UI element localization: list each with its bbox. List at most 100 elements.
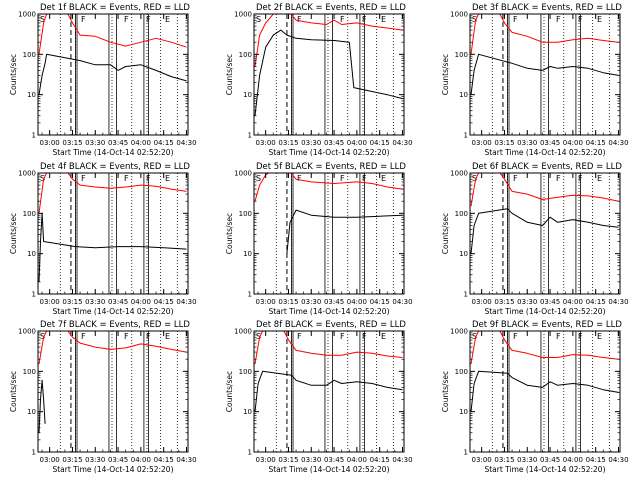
chart-title: Det 3f BLACK = Events, RED = LLD	[472, 3, 622, 13]
lld-trace	[254, 331, 403, 365]
plot-frame	[37, 13, 189, 136]
y-tick-label: 1000	[450, 170, 468, 178]
x-tick-label: 04:00	[563, 139, 583, 147]
segment-label: E	[381, 174, 386, 183]
x-tick-label: 04:15	[586, 456, 606, 464]
x-tick-label: 04:15	[370, 139, 390, 147]
x-tick-label: 04:15	[370, 456, 390, 464]
y-tick-label: 1	[464, 132, 468, 140]
y-tick-label: 1000	[18, 170, 36, 178]
segment-label: F	[146, 332, 151, 341]
x-tick-label: 03:00	[472, 298, 492, 306]
events-trace	[254, 370, 403, 412]
x-tick-label: 03:45	[324, 298, 344, 306]
y-tick-label: 1000	[450, 328, 468, 336]
x-tick-label: 03:00	[256, 298, 276, 306]
y-tick-label: 1	[248, 132, 252, 140]
marker-lines	[59, 173, 178, 294]
segment-label: F	[578, 332, 583, 341]
segment-label: F	[556, 15, 561, 24]
y-axis-label: Counts/sec	[225, 54, 234, 95]
lld-trace	[470, 173, 619, 207]
segment-label: F	[146, 174, 151, 183]
plot-frame	[37, 330, 189, 453]
chart-panel: Det 2f BLACK = Events, RED = LLD S F F F E 1 10…	[225, 3, 413, 157]
segment-label: F	[340, 332, 345, 341]
x-tick-label: 03:45	[108, 456, 128, 464]
plot-frame	[469, 330, 621, 453]
segment-label: F	[146, 15, 151, 24]
y-tick-label: 100	[455, 368, 468, 376]
chart-title: Det 1f BLACK = Events, RED = LLD	[40, 3, 190, 13]
marker-lines	[491, 14, 610, 135]
x-tick-label: 03:15	[494, 139, 514, 147]
chart-panel: Det 7f BLACK = Events, RED = LLD S F F F E 1 10…	[9, 320, 197, 474]
x-tick-label: 04:30	[608, 298, 628, 306]
segment-label: F	[297, 15, 302, 24]
segment-label: F	[340, 15, 345, 24]
segment-label: S	[40, 332, 45, 341]
y-tick-label: 1	[464, 449, 468, 457]
y-axis-label: Counts/sec	[9, 213, 18, 254]
marker-lines	[59, 14, 178, 135]
segment-label: S	[256, 332, 261, 341]
chart-panel: Det 8f BLACK = Events, RED = LLD S F F F E 1 10…	[225, 320, 413, 474]
segment-label: F	[362, 15, 367, 24]
x-tick-label: 03:15	[278, 139, 298, 147]
y-axis-label: Counts/sec	[225, 213, 234, 254]
x-tick-label: 04:30	[176, 139, 196, 147]
y-tick-label: 1000	[18, 11, 36, 19]
lld-trace	[470, 14, 619, 55]
x-tick-label: 03:30	[301, 456, 321, 464]
y-tick-label: 1	[248, 449, 252, 457]
y-tick-label: 100	[239, 368, 252, 376]
marker-lines	[59, 331, 178, 452]
segment-label: E	[597, 332, 602, 341]
events-trace	[470, 370, 619, 412]
y-tick-label: 10	[243, 91, 252, 99]
y-tick-label: 100	[239, 51, 252, 59]
series-traces	[254, 14, 403, 116]
segment-label: F	[556, 174, 561, 183]
x-tick-label: 04:30	[392, 298, 412, 306]
chart-title: Det 9f BLACK = Events, RED = LLD	[472, 320, 622, 330]
events-trace	[38, 53, 187, 95]
plot-frame	[253, 330, 405, 453]
y-tick-label: 1000	[18, 328, 36, 336]
chart-panel: Det 5f BLACK = Events, RED = LLD S F F F E 1 10…	[225, 162, 413, 316]
x-tick-label: 03:15	[278, 298, 298, 306]
series-traces	[254, 173, 403, 254]
x-tick-label: 03:00	[256, 456, 276, 464]
y-tick-label: 100	[455, 51, 468, 59]
plot-frame	[253, 13, 405, 136]
chart-panel: Det 6f BLACK = Events, RED = LLD S F F F E 1 10…	[441, 162, 629, 316]
y-axis-label: Counts/sec	[9, 54, 18, 95]
segment-label: F	[513, 174, 518, 183]
chart-title: Det 6f BLACK = Events, RED = LLD	[472, 162, 622, 172]
series-traces	[254, 331, 403, 412]
segment-label: E	[165, 15, 170, 24]
segment-label: S	[40, 174, 45, 183]
x-tick-label: 03:00	[256, 139, 276, 147]
segment-label: E	[165, 332, 170, 341]
segment-label: F	[556, 332, 561, 341]
chart-title: Det 2f BLACK = Events, RED = LLD	[256, 3, 406, 13]
segment-label: S	[256, 174, 261, 183]
segment-label: S	[472, 15, 477, 24]
x-tick-label: 04:00	[131, 298, 151, 306]
segment-label: S	[472, 174, 477, 183]
x-tick-label: 03:30	[85, 456, 105, 464]
chart-title: Det 4f BLACK = Events, RED = LLD	[40, 162, 190, 172]
x-axis-label: Start Time (14-Oct-14 02:52:20)	[52, 307, 173, 316]
x-tick-label: 03:00	[472, 139, 492, 147]
series-traces	[470, 173, 619, 254]
x-tick-label: 03:45	[324, 456, 344, 464]
y-tick-label: 1000	[234, 328, 252, 336]
x-axis-label: Start Time (14-Oct-14 02:52:20)	[52, 148, 173, 157]
y-tick-label: 1	[464, 291, 468, 299]
segment-label: F	[297, 332, 302, 341]
y-tick-label: 100	[23, 368, 36, 376]
marker-lines	[275, 331, 394, 452]
x-tick-label: 04:00	[347, 298, 367, 306]
